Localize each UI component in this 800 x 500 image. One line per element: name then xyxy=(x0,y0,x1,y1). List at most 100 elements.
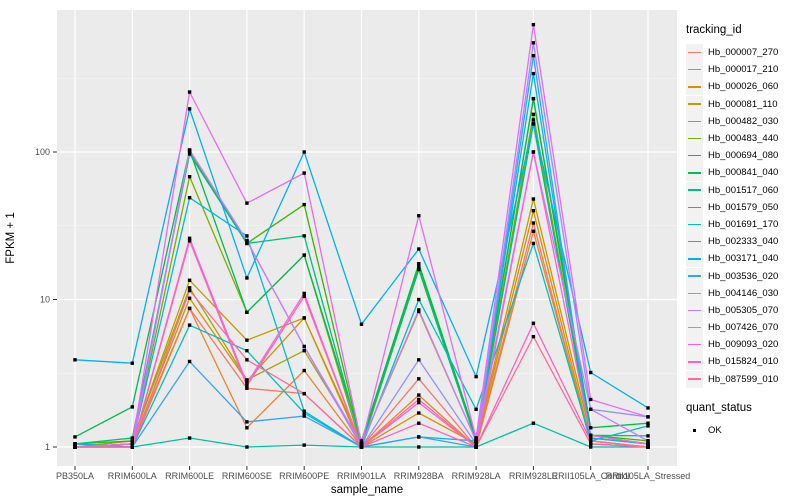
data-point-marker xyxy=(417,297,421,302)
data-point-marker xyxy=(73,358,77,362)
data-point-marker xyxy=(531,229,536,233)
legend-key-line-icon xyxy=(686,61,703,79)
data-point-marker xyxy=(359,439,364,443)
legend-item-label: Hb_015824_010 xyxy=(708,356,779,368)
data-point-marker xyxy=(302,291,306,296)
data-point-marker xyxy=(187,296,192,300)
legend-item: Hb_001691_170 xyxy=(686,215,798,233)
data-point-marker xyxy=(589,436,593,440)
legend-item: Hb_004146_030 xyxy=(686,284,798,302)
data-point-marker xyxy=(302,414,306,418)
data-point-marker xyxy=(187,286,192,290)
legend-key-line-icon xyxy=(686,44,703,62)
legend-item-label: Hb_000694_080 xyxy=(708,150,779,162)
legend-item-label: Hb_000482_030 xyxy=(708,115,779,127)
legend-item-label: Hb_004146_030 xyxy=(708,287,779,299)
data-point-marker xyxy=(417,397,421,402)
data-point-marker xyxy=(646,421,650,425)
data-point-marker xyxy=(187,90,192,94)
data-point-marker xyxy=(302,202,306,207)
data-point-marker xyxy=(646,445,650,449)
legend-status-label: OK xyxy=(708,424,722,436)
legend-item-label: Hb_001517_060 xyxy=(708,184,779,196)
legend-item-label: Hb_001691_170 xyxy=(708,218,779,230)
data-point-marker xyxy=(73,442,77,446)
data-point-marker xyxy=(417,247,421,251)
legend-item: Hb_000841_040 xyxy=(686,164,798,182)
data-point-marker xyxy=(531,197,536,201)
data-point-marker xyxy=(130,442,134,446)
data-point-marker xyxy=(417,263,421,268)
data-point-marker xyxy=(646,406,650,410)
data-point-marker xyxy=(417,411,421,415)
data-point-marker xyxy=(531,53,536,58)
x-tick-label: RRIM600LE xyxy=(165,471,214,481)
data-point-marker xyxy=(245,348,249,353)
data-point-marker xyxy=(531,421,536,425)
legend-key-line-icon xyxy=(686,147,703,165)
legend-item-label: Hb_007426_070 xyxy=(708,322,779,334)
data-point-marker xyxy=(589,397,593,402)
data-point-marker xyxy=(187,175,192,179)
data-point-marker xyxy=(187,278,192,282)
legend-item: Hb_000483_440 xyxy=(686,130,798,148)
data-point-marker xyxy=(245,338,249,342)
data-point-marker xyxy=(531,118,536,122)
data-point-marker xyxy=(245,386,249,391)
legend-items-tracking-id: Hb_000007_270 Hb_000017_210 Hb_000026_060 H… xyxy=(686,44,798,388)
legend-item-label: Hb_005305_070 xyxy=(708,304,779,316)
data-point-marker xyxy=(531,208,536,213)
legend-key-line-icon xyxy=(686,370,703,388)
data-point-marker xyxy=(531,22,536,27)
y-tick-label: 1 xyxy=(45,442,50,452)
legend-item-status: OK xyxy=(686,422,798,439)
legend-key-line-icon xyxy=(686,78,703,96)
data-point-marker xyxy=(73,435,77,439)
data-point-marker xyxy=(187,436,192,440)
data-point-marker xyxy=(245,239,249,243)
data-point-marker xyxy=(359,322,364,326)
x-tick-label: RRII105LA_Control xyxy=(552,471,630,481)
y-axis-title: FPKM + 1 xyxy=(5,212,17,263)
legend-item: Hb_087599_010 xyxy=(686,370,798,388)
data-point-marker xyxy=(359,442,364,446)
data-point-marker xyxy=(589,370,593,375)
data-point-marker xyxy=(417,261,421,266)
legend-item: Hb_002333_040 xyxy=(686,233,798,251)
data-point-marker xyxy=(302,443,306,447)
data-point-marker xyxy=(302,344,306,349)
data-point-marker xyxy=(245,420,249,424)
data-point-marker xyxy=(417,400,421,405)
data-point-marker xyxy=(187,323,192,327)
legend-item-label: Hb_009093_020 xyxy=(708,339,779,351)
data-point-marker xyxy=(130,439,134,443)
data-point-marker xyxy=(73,445,77,449)
data-point-marker xyxy=(531,71,536,76)
data-point-marker xyxy=(130,361,134,365)
data-point-marker xyxy=(187,152,192,156)
data-point-marker xyxy=(531,41,536,45)
data-point-marker xyxy=(531,334,536,339)
data-point-marker xyxy=(417,265,421,270)
data-point-marker xyxy=(245,426,249,430)
data-point-marker xyxy=(187,359,192,364)
legend-item: Hb_003536_020 xyxy=(686,267,798,285)
data-point-marker xyxy=(245,234,249,238)
data-point-marker xyxy=(417,213,421,218)
data-point-marker xyxy=(531,321,536,325)
legend-item-label: Hb_000841_040 xyxy=(708,167,779,179)
legend-key-line-icon xyxy=(686,284,703,302)
y-tick-label: 10 xyxy=(40,295,50,305)
legend-item: Hb_015824_010 xyxy=(686,353,798,371)
data-point-marker xyxy=(417,445,421,449)
data-point-marker xyxy=(245,276,249,280)
x-tick-label: RRIM928LE xyxy=(509,471,558,481)
data-point-marker xyxy=(187,148,192,152)
data-point-marker xyxy=(187,236,192,240)
data-point-marker xyxy=(646,439,650,443)
data-point-marker xyxy=(245,445,249,449)
legend-key-line-icon xyxy=(686,233,703,251)
data-point-marker xyxy=(474,442,478,446)
x-axis-title: sample_name xyxy=(331,484,403,496)
